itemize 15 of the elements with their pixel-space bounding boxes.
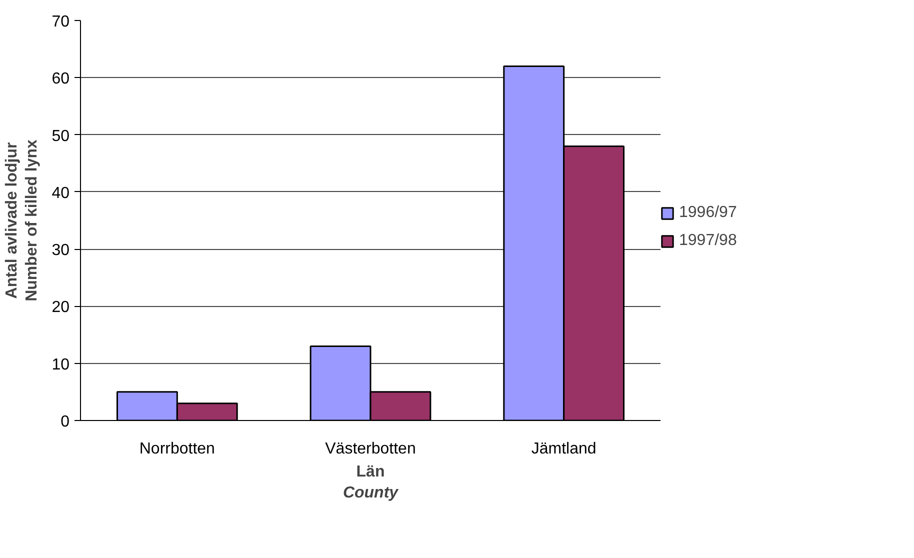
y-tick-label: 0	[60, 414, 70, 430]
legend-label: 1996/97	[679, 204, 737, 222]
y-tick-label: 40	[52, 184, 70, 202]
y-tick-label: 30	[52, 242, 70, 260]
y-tick-label: 60	[52, 70, 70, 88]
y-tick-label: 70	[52, 14, 70, 30]
x-tick-label: Västerbotten	[325, 440, 416, 458]
y-tick-label: 50	[52, 128, 70, 145]
x-tick-label: Jämtland	[531, 440, 596, 458]
y-axis-title: Antal avlivade lodjur Number of killed lynx	[3, 139, 41, 302]
y-tick-label: 10	[52, 356, 70, 374]
legend-label: 1997/98	[679, 232, 737, 250]
x-tick-label: Norrbotten	[139, 440, 215, 458]
y-tick-label: 20	[52, 299, 70, 316]
x-axis-title: Län County	[342, 464, 400, 502]
